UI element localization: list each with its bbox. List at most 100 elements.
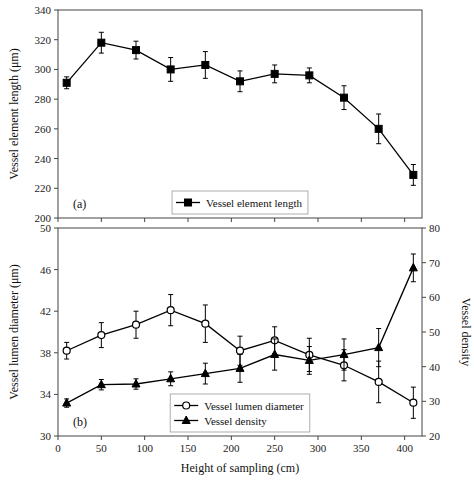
legend-marker [182, 416, 190, 424]
legend-box [170, 394, 310, 432]
y2-tick-label: 20 [429, 430, 441, 442]
data-point [305, 356, 313, 364]
legend-marker [183, 402, 190, 409]
x-tick [58, 218, 59, 222]
data-point [236, 364, 244, 372]
x-tick-label: 100 [136, 442, 153, 454]
x-tick [361, 436, 362, 440]
x-tick [58, 436, 59, 440]
data-point [63, 347, 70, 354]
x-tick-label: 250 [266, 442, 283, 454]
error-cap [342, 85, 347, 86]
y2-tick [422, 228, 426, 229]
y2-tick [422, 436, 426, 437]
y-tick-label: 46 [40, 264, 52, 276]
legend: Vessel element length [172, 191, 308, 214]
x-tick-label: 300 [310, 442, 327, 454]
x-tick-label: 400 [396, 442, 413, 454]
x-tick [188, 436, 189, 440]
data-point [167, 307, 174, 314]
error-bar [168, 295, 173, 326]
data-point [375, 125, 382, 132]
error-cap [238, 336, 243, 337]
x-tick [274, 436, 275, 440]
y-tick [54, 158, 58, 159]
series [63, 254, 418, 407]
series-line [67, 310, 414, 403]
legend-box [172, 191, 308, 214]
data-point [97, 380, 105, 388]
error-bar [99, 323, 104, 348]
data-point [133, 47, 140, 54]
series-line [67, 43, 414, 175]
error-cap [376, 366, 381, 367]
error-cap [168, 325, 173, 326]
x-tick [318, 218, 319, 222]
y2-tick [422, 297, 426, 298]
error-cap [342, 380, 347, 381]
x-tick-label: 200 [223, 442, 240, 454]
data-point [271, 70, 278, 77]
y-tick [54, 218, 58, 219]
y-tick-label: 300 [35, 63, 52, 75]
plot-frame [58, 228, 422, 436]
error-cap [307, 67, 312, 68]
y2-tick [422, 332, 426, 333]
error-cap [134, 311, 139, 312]
y-tick [54, 39, 58, 40]
x-tick [144, 436, 145, 440]
x-tick [404, 218, 405, 222]
x-tick [231, 436, 232, 440]
data-layer [63, 32, 417, 185]
y-tick [54, 269, 58, 270]
error-bar [411, 165, 416, 186]
y-tick-label: 34 [40, 388, 52, 400]
x-tick [274, 218, 275, 222]
y-axis-label: Vessel element length (μm) [7, 48, 21, 179]
error-cap [168, 81, 173, 82]
y2-tick-label: 70 [429, 257, 441, 269]
error-cap [411, 164, 416, 165]
x-tick [361, 218, 362, 222]
error-cap [238, 91, 243, 92]
series-line [67, 268, 414, 403]
y-tick [54, 69, 58, 70]
error-cap [272, 338, 277, 339]
error-cap [134, 338, 139, 339]
data-point [133, 321, 140, 328]
y-tick-label: 320 [35, 34, 52, 46]
y2-tick [422, 366, 426, 367]
panel: 0501001502002503003504003034384246502030… [7, 222, 473, 475]
error-cap [134, 41, 139, 42]
series [63, 32, 417, 185]
error-cap [134, 389, 139, 390]
data-point [98, 332, 105, 339]
error-cap [376, 328, 381, 329]
error-cap [64, 359, 69, 360]
error-cap [307, 374, 312, 375]
error-cap [99, 347, 104, 348]
error-cap [376, 114, 381, 115]
error-cap [272, 64, 277, 65]
y-tick-label: 38 [40, 347, 52, 359]
legend-label: Vessel density [204, 415, 267, 427]
x-tick [188, 218, 189, 222]
data-point [202, 320, 209, 327]
error-cap [411, 418, 416, 419]
x-tick [404, 436, 405, 440]
error-cap [411, 387, 416, 388]
error-cap [272, 326, 277, 327]
error-cap [99, 53, 104, 54]
error-cap [64, 342, 69, 343]
y-tick-label: 260 [35, 123, 52, 135]
error-cap [134, 59, 139, 60]
y2-tick-label: 60 [429, 291, 441, 303]
error-cap [64, 407, 69, 408]
y-tick-label: 50 [40, 222, 52, 234]
error-bar [411, 387, 416, 418]
error-cap [64, 76, 69, 77]
y-tick-label: 240 [35, 153, 52, 165]
error-cap [203, 342, 208, 343]
data-point [410, 399, 417, 406]
error-cap [342, 338, 347, 339]
